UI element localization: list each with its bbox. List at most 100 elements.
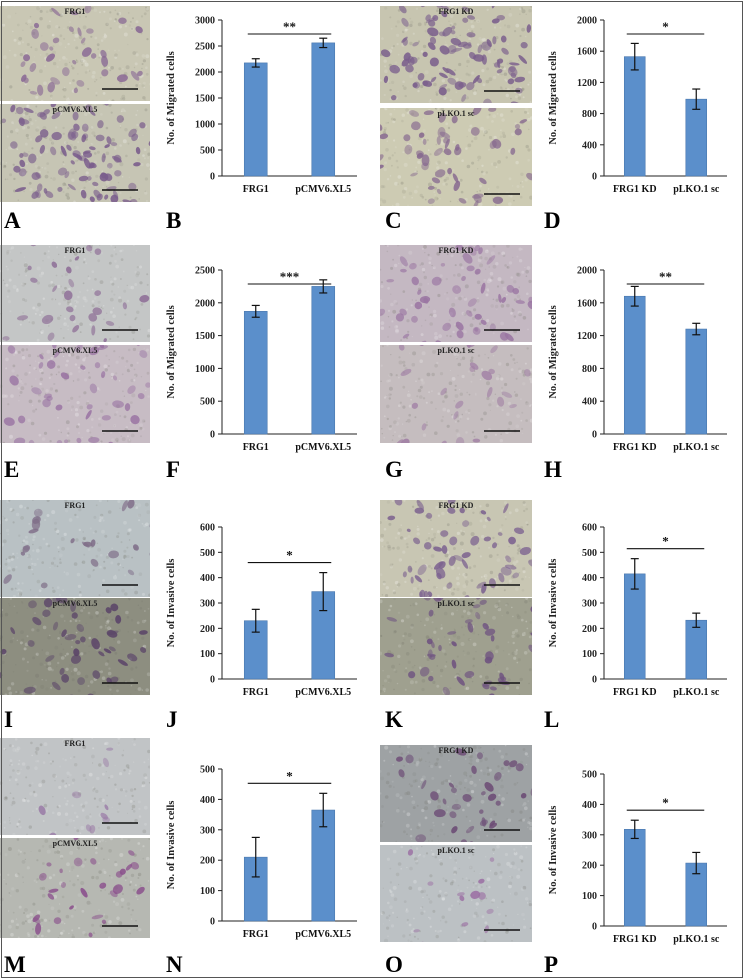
- y-tick-label: 2500: [195, 42, 215, 53]
- x-tick-label: pCMV6.XL5: [295, 442, 351, 453]
- error-bar: [251, 836, 260, 878]
- chart-svg: 0 100 200 300 400 500 No. of Invasive cells FRG…: [166, 765, 357, 940]
- micrograph-A-top: FRG1: [0, 6, 150, 101]
- bar-chart-F: 0 500 1000 1500 2000 2500 No. of Migrated cell…: [150, 258, 375, 466]
- micrograph-caption: FRG1 KD: [438, 7, 474, 16]
- error-bar: [319, 279, 328, 294]
- bar: [623, 295, 646, 435]
- x-tick-label: pLKO.1 sc: [673, 687, 720, 698]
- y-tick-label: 200: [582, 624, 597, 635]
- x-tick-label: pLKO.1 sc: [673, 184, 720, 195]
- chart-svg: 0 100 200 300 400 500 600 No. of Invasive cells…: [166, 523, 357, 698]
- bar-chart-P: 0 100 200 300 400 500 No. of Invasive cells FRG…: [532, 762, 745, 958]
- bar: [685, 619, 708, 680]
- error-bar: [630, 42, 639, 71]
- y-tick-label: 100: [200, 649, 215, 660]
- y-tick-label: 200: [582, 861, 597, 872]
- micrograph-caption: pCMV6.XL5: [52, 105, 98, 114]
- y-tick-label: 1600: [577, 47, 597, 58]
- y-tick-label: 300: [200, 825, 215, 836]
- error-bar: [251, 304, 260, 318]
- significance-marker: **: [283, 19, 296, 34]
- panel-label-O: O: [385, 952, 403, 977]
- micrograph-image: [0, 345, 150, 443]
- significance-marker: ***: [280, 269, 300, 284]
- y-axis-label: No. of Migrated cells: [166, 51, 177, 144]
- micrograph-caption: pCMV6.XL5: [52, 839, 98, 848]
- chart-svg: 0 100 200 300 400 500 600 No. of Invasive cells…: [548, 523, 727, 698]
- panel-label-J: J: [166, 707, 178, 732]
- error-bar: [692, 612, 701, 628]
- micrograph-O-bottom: pLKO.1 sc: [380, 845, 532, 942]
- panel-label-K: K: [385, 707, 403, 732]
- micrograph-G-bottom: pLKO.1 sc: [380, 345, 532, 443]
- y-tick-label: 500: [200, 548, 215, 559]
- micrograph-E-bottom: pCMV6.XL5: [0, 345, 150, 443]
- x-tick-label: FRG1: [243, 687, 269, 698]
- x-tick-label: FRG1 KD: [613, 442, 657, 453]
- micrograph-caption: FRG1: [64, 7, 86, 16]
- error-bar: [630, 558, 639, 590]
- y-axis-label: No. of Migrated cells: [166, 305, 177, 398]
- y-tick-label: 200: [200, 856, 215, 867]
- micrograph-image: [0, 598, 150, 695]
- y-tick-label: 0: [592, 675, 597, 686]
- bar: [243, 311, 268, 435]
- error-bar: [630, 819, 639, 840]
- bar-chart-N: 0 100 200 300 400 500 No. of Invasive cells FRG…: [150, 757, 375, 953]
- y-tick-label: 400: [582, 397, 597, 408]
- bar-chart-J: 0 100 200 300 400 500 600 No. of Invasive cells…: [150, 515, 375, 711]
- y-tick-label: 500: [582, 770, 597, 781]
- y-tick-label: 0: [592, 430, 597, 441]
- y-tick-label: 1200: [577, 331, 597, 342]
- micrograph-caption: pLKO.1 sc: [437, 346, 475, 355]
- x-tick-label: pCMV6.XL5: [295, 184, 351, 195]
- micrograph-caption: pCMV6.XL5: [52, 346, 98, 355]
- micrograph-O-top: FRG1 KD: [380, 745, 532, 842]
- micrograph-C-top: FRG1 KD: [380, 6, 532, 103]
- x-tick-label: pLKO.1 sc: [673, 442, 720, 453]
- y-tick-label: 1600: [577, 298, 597, 309]
- chart-svg: 0 500 1000 1500 2000 2500 3000 No. of Migrated …: [166, 16, 357, 195]
- y-tick-label: 400: [200, 573, 215, 584]
- significance-marker: *: [286, 548, 293, 563]
- y-tick-label: 500: [582, 548, 597, 559]
- bar-chart-D: 0 400 800 1200 1600 2000 No. of Migrated cells…: [532, 8, 745, 208]
- y-tick-label: 300: [582, 830, 597, 841]
- micrograph-image: [0, 6, 150, 101]
- micrograph-image: [380, 500, 532, 597]
- error-bar: [319, 792, 328, 828]
- error-bar: [319, 571, 328, 612]
- micrograph-image: [380, 345, 532, 443]
- bar: [685, 328, 708, 435]
- x-tick-label: FRG1 KD: [613, 687, 657, 698]
- micrograph-caption: pCMV6.XL5: [52, 599, 98, 608]
- micrograph-G-top: FRG1 KD: [380, 245, 532, 342]
- y-tick-label: 0: [210, 172, 215, 183]
- error-bar: [692, 851, 701, 875]
- x-tick-label: pCMV6.XL5: [295, 929, 351, 940]
- micrograph-E-top: FRG1: [0, 245, 150, 342]
- y-tick-label: 2000: [195, 298, 215, 309]
- chart-svg: 0 500 1000 1500 2000 2500 No. of Migrated cell…: [166, 266, 357, 453]
- panel-label-E: E: [4, 457, 20, 482]
- y-tick-label: 0: [592, 922, 597, 933]
- y-tick-label: 100: [200, 886, 215, 897]
- micrograph-image: [380, 745, 532, 842]
- y-tick-label: 100: [582, 649, 597, 660]
- bar: [685, 98, 708, 177]
- y-tick-label: 2000: [577, 266, 597, 277]
- y-tick-label: 200: [200, 624, 215, 635]
- bar: [311, 286, 336, 435]
- significance-marker: *: [662, 19, 669, 34]
- x-tick-label: pCMV6.XL5: [295, 687, 351, 698]
- error-bar: [251, 58, 260, 68]
- micrograph-M-bottom: pCMV6.XL5: [0, 838, 150, 938]
- y-tick-label: 400: [200, 795, 215, 806]
- y-axis-label: No. of Invasive cells: [166, 801, 177, 890]
- micrograph-caption: pLKO.1 sc: [437, 846, 475, 855]
- y-tick-label: 0: [210, 430, 215, 441]
- micrograph-M-top: FRG1: [0, 738, 150, 835]
- x-tick-label: FRG1 KD: [613, 934, 657, 945]
- y-tick-label: 0: [210, 675, 215, 686]
